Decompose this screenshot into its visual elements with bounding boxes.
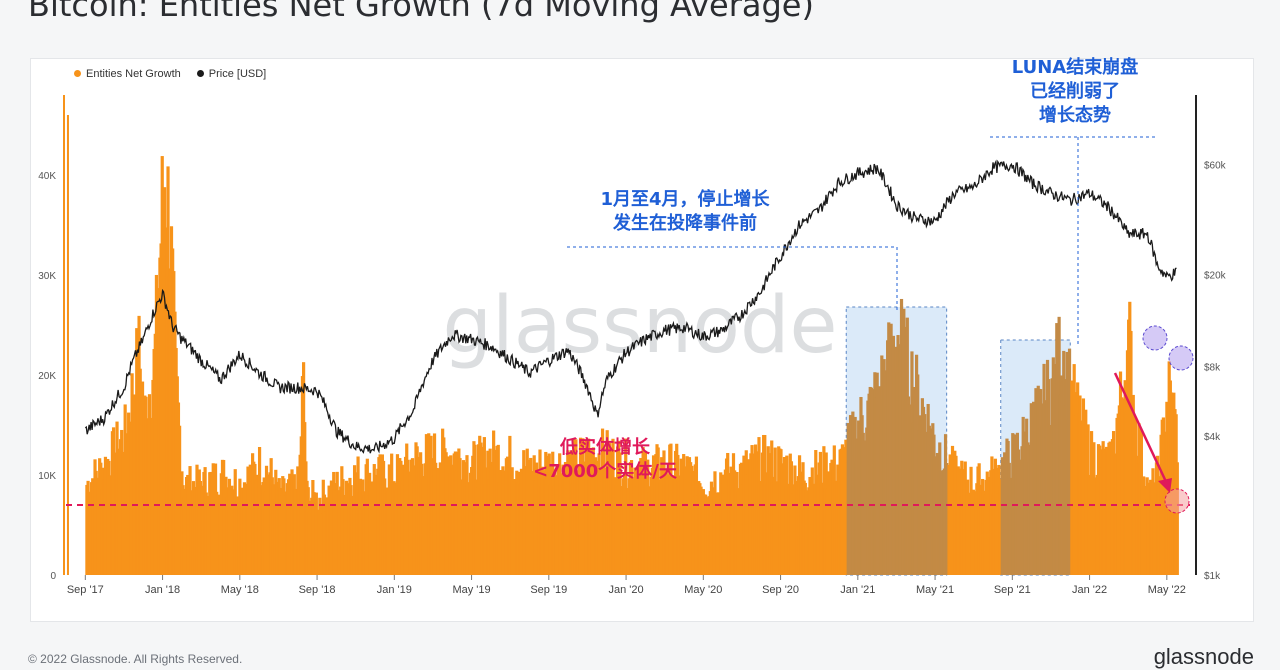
y-left-tick-label: 0 — [50, 571, 56, 582]
marker-circle-low — [1164, 488, 1190, 514]
annotation-luna: LUNA结束崩盘 已经削弱了 增长态势 — [985, 56, 1165, 128]
y-right-tick-label: $20k — [1204, 271, 1227, 282]
x-tick-label: Sep '21 — [994, 584, 1031, 596]
legend-item-entities[interactable]: Entities Net Growth — [74, 68, 181, 80]
decline-arrow — [1113, 372, 1170, 487]
y-left-tick-label: 40K — [38, 171, 56, 182]
marker-circle — [1142, 325, 1168, 351]
x-tick-label: May '20 — [684, 584, 722, 596]
x-tick-label: Sep '17 — [67, 584, 104, 596]
y-left-tick-label: 10K — [38, 471, 56, 482]
annotation-line: 已经削弱了 — [1030, 81, 1120, 102]
brand-logo: glassnode — [1153, 644, 1254, 669]
y-right-tick-label: $60k — [1204, 160, 1227, 171]
x-tick-label: Jan '22 — [1072, 584, 1107, 596]
annotation-line: <7000个实体/天 — [533, 461, 677, 482]
y-right-tick-label: $4k — [1204, 432, 1221, 443]
x-tick-label: Jan '20 — [608, 584, 643, 596]
legend-dot-icon — [74, 70, 81, 77]
copyright: © 2022 Glassnode. All Rights Reserved. — [28, 652, 243, 666]
annotation-low-growth: 低实体增长 <7000个实体/天 — [500, 436, 710, 484]
x-tick-label: May '18 — [221, 584, 259, 596]
y-left-tick-label: 20K — [38, 371, 56, 382]
growth-bar-start — [66, 115, 69, 575]
annotation-jan-apr: 1月至4月，停止增长 发生在投降事件前 — [560, 188, 810, 236]
x-tick-label: May '19 — [452, 584, 490, 596]
x-tick-label: Jan '21 — [840, 584, 875, 596]
legend-dot-icon — [196, 70, 204, 77]
price-line — [84, 159, 1177, 454]
x-tick-label: Sep '19 — [530, 584, 567, 596]
annotation-line: 1月至4月，停止增长 — [600, 189, 770, 210]
legend: Entities Net Growth Price [USD] — [74, 68, 266, 80]
y-right-tick-label: $1k — [1204, 571, 1221, 582]
annotation-line: LUNA结束崩盘 — [1011, 57, 1139, 78]
legend-item-price[interactable]: Price [USD] — [196, 68, 267, 80]
x-tick-label: May '21 — [916, 584, 954, 596]
legend-label: Price [USD] — [208, 68, 267, 80]
x-tick-label: Sep '18 — [299, 584, 336, 596]
x-tick-label: May '22 — [1148, 584, 1186, 596]
annotation-line: 低实体增长 — [560, 437, 650, 458]
x-tick-label: Jan '18 — [145, 584, 180, 596]
chart-title: Bitcoin: Entities Net Growth (7d Moving … — [28, 0, 814, 24]
arrow-head-icon — [1158, 478, 1172, 493]
watermark: glassnode — [443, 281, 838, 371]
annotation-line: 增长态势 — [1039, 105, 1111, 126]
legend-label: Entities Net Growth — [86, 68, 181, 80]
marker-circle — [1168, 345, 1194, 371]
growth-bar — [1175, 462, 1179, 575]
y-right-tick-label: $8k — [1204, 363, 1221, 374]
annotation-line: 发生在投降事件前 — [613, 213, 757, 234]
x-tick-label: Sep '20 — [762, 584, 799, 596]
y-left-tick-label: 30K — [38, 271, 56, 282]
x-tick-label: Jan '19 — [377, 584, 412, 596]
